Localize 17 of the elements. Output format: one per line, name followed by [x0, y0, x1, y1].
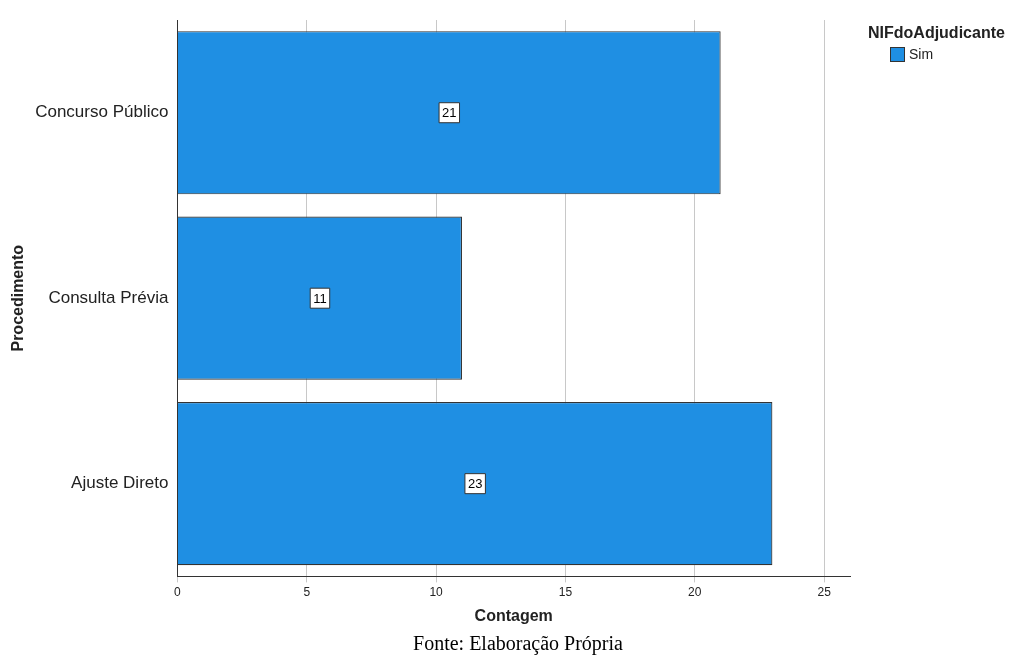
- y-tick-label: Concurso Público: [35, 102, 169, 122]
- x-tick-label: 0: [174, 584, 182, 599]
- x-tick-label: 25: [817, 584, 832, 599]
- text: Sim: [909, 46, 934, 62]
- x-tick-label: 5: [303, 584, 311, 599]
- y-tick-label: Consulta Prévia: [48, 287, 169, 307]
- x-tick-label: 20: [688, 584, 702, 599]
- source-note: Fonte: Elaboração Própria: [412, 632, 624, 655]
- x-axis-title: Contagem: [474, 606, 553, 624]
- x-tick-label: 15: [558, 584, 573, 599]
- data-label: 21: [442, 105, 457, 121]
- data-label: 23: [467, 476, 483, 492]
- y-tick-label: Ajuste Direto: [71, 473, 169, 493]
- y-axis-title: Procedimento: [9, 244, 27, 352]
- x-tick-label: 10: [429, 584, 444, 599]
- legend-title: NIFdoAdjudicante: [868, 24, 1005, 42]
- data-label: 11: [313, 290, 327, 306]
